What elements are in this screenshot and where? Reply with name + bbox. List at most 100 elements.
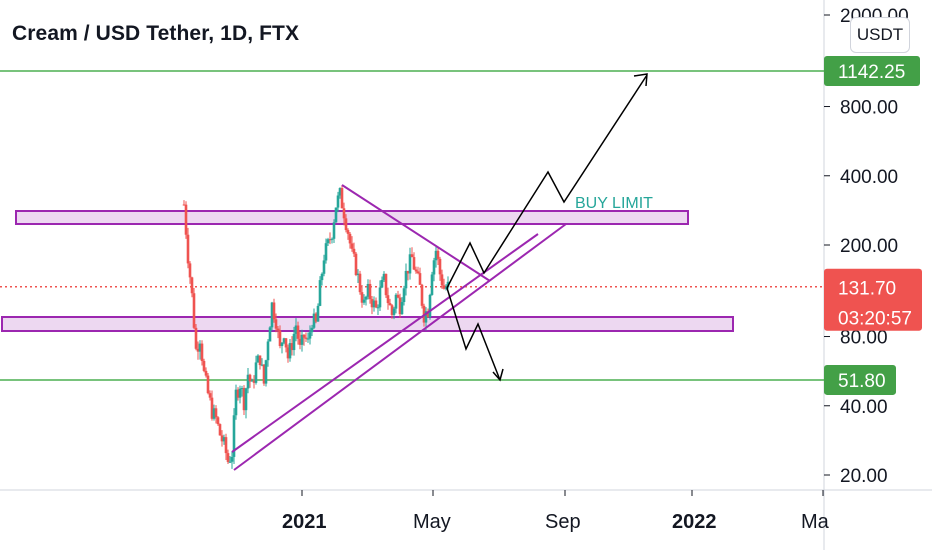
candle-body [324,243,328,261]
candle-body [364,296,368,300]
candle-body [340,188,344,209]
candle-body [424,311,428,323]
lower-zone-rectangle[interactable] [1,316,734,332]
candle-body [410,254,414,258]
triangle-lower-trendline-parallel[interactable] [231,233,539,453]
candle-body [306,338,310,340]
candle-body [334,207,338,223]
candle-body [238,388,242,398]
candle-body [190,277,194,294]
time-axis-ticks: 2021 May Sep 2022 Ma [282,490,830,533]
candle-body [362,299,366,303]
candle-body [220,435,224,442]
svg-text:03:20:57: 03:20:57 [838,309,912,330]
candle-body [224,437,228,454]
chart-title: Cream / USD Tether, 1D, FTX [12,22,300,45]
bearish-arrow-head [492,368,504,382]
candle-body [194,327,198,349]
candle-body [320,273,324,281]
candle-body [346,230,350,234]
candle-body [384,273,388,296]
triangle-pattern[interactable] [231,184,567,471]
svg-text:131.70: 131.70 [838,279,896,300]
support-price-badge: 51.80 [824,364,896,395]
candle-body [196,348,200,352]
candle-body [254,362,258,383]
projection-arrows[interactable] [446,73,648,382]
candle-body [426,311,430,318]
candle-body [316,305,320,322]
candle-body [264,360,268,384]
time-tick-label: 2021 [282,511,327,533]
candle-body [242,388,246,411]
candle-body [370,299,374,308]
time-tick-label: 2022 [672,511,717,533]
candle-body [296,325,300,339]
candle-body [408,254,412,274]
buy-limit-label[interactable]: BUY LIMIT [575,195,653,212]
candle-body [328,239,332,241]
candle-body [216,417,220,425]
price-tick-label: 80.00 [840,328,888,349]
candle-body [300,334,304,345]
candle-body [354,253,358,276]
candle-body [428,294,432,318]
candle-body [406,270,410,274]
time-tick-label: Sep [545,511,581,533]
upper-zone-rectangle[interactable] [15,210,689,225]
candle-body [434,250,438,261]
time-tick-label: May [413,511,451,533]
candle-body [252,380,256,383]
candle-body [258,355,262,366]
candle-body [330,238,334,240]
candle-body [394,294,398,309]
candle-body [442,285,446,289]
candle-body [184,204,188,235]
candle-body [376,307,380,309]
candle-body [286,347,290,359]
candle-body [206,375,210,394]
candle-body [418,273,422,285]
candle-body [298,338,302,345]
bullish-projection-path[interactable] [446,74,648,289]
candle-body [414,269,418,272]
candle-body [204,370,208,376]
candle-body [436,250,440,259]
candle-body [208,393,212,398]
candle-body [326,239,330,244]
candle-body [444,287,448,289]
candle-body [366,283,370,297]
candle-body [274,319,278,329]
triangle-lower-trendline[interactable] [233,223,567,471]
price-tick-label: 20.00 [840,466,888,487]
candle-body [236,389,240,398]
candle-body [280,342,284,347]
candle-body [266,341,270,361]
candle-body [318,280,322,306]
candle-body [250,380,254,382]
bullish-arrow-head [633,73,648,87]
triangle-upper-trendline[interactable] [341,184,491,282]
candle-body [380,279,384,288]
current-price-badge: 131.70 03:20:57 [824,268,922,331]
candle-body [212,408,216,419]
candle-body [202,360,206,371]
candle-body [390,305,394,315]
candle-body [186,234,190,264]
candle-body [278,330,282,347]
candle-body [420,284,424,306]
candle-body [282,338,286,343]
currency-unit-button[interactable]: USDT [850,17,910,53]
bearish-projection-path[interactable] [446,287,501,381]
candle-body [438,258,442,275]
candle-body [226,453,230,462]
candle-body [244,388,248,411]
candle-body [276,328,280,331]
candle-body [402,288,406,303]
candle-body [396,294,400,298]
candle-body [338,188,342,196]
price-tick-label: 800.00 [840,98,898,119]
candle-body [392,308,396,315]
candle-body [262,364,266,384]
